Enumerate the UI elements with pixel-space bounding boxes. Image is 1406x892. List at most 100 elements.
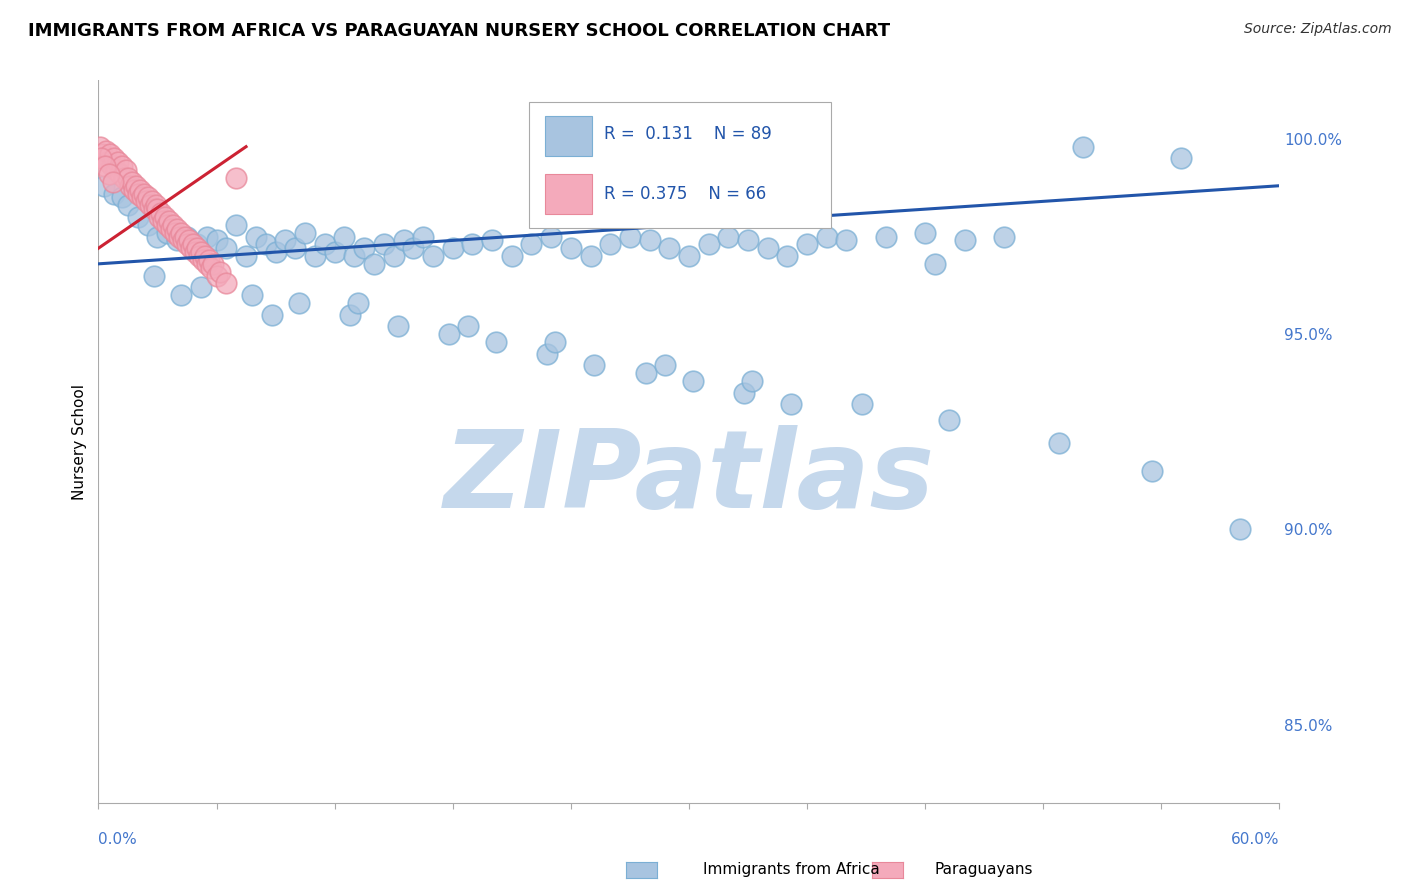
Point <box>1229 523 1251 537</box>
Point <box>141 194 163 209</box>
Point <box>294 226 316 240</box>
Point <box>145 198 167 212</box>
Point <box>170 226 193 240</box>
Point <box>150 206 173 220</box>
Point <box>599 237 621 252</box>
Point <box>560 241 582 255</box>
Point <box>264 245 287 260</box>
Point <box>90 152 112 166</box>
Point <box>135 194 157 209</box>
Point <box>191 252 214 267</box>
Point <box>733 385 755 400</box>
Point <box>461 237 484 252</box>
Point <box>121 175 143 189</box>
Point <box>304 249 326 263</box>
Point <box>181 237 204 252</box>
Point <box>402 241 425 255</box>
Point <box>914 226 936 240</box>
Point <box>225 218 247 232</box>
Point <box>536 346 558 360</box>
Point <box>156 218 179 232</box>
Point <box>176 229 198 244</box>
Point <box>187 249 209 263</box>
Point <box>98 147 121 161</box>
Point <box>91 147 114 161</box>
Point <box>177 234 200 248</box>
Point <box>127 210 149 224</box>
Point <box>682 374 704 388</box>
Point <box>1170 152 1192 166</box>
Point <box>501 249 523 263</box>
Point <box>1071 139 1094 153</box>
Point <box>387 319 409 334</box>
Point <box>142 268 165 283</box>
Point <box>156 226 179 240</box>
Point <box>93 178 115 193</box>
Text: Source: ZipAtlas.com: Source: ZipAtlas.com <box>1244 22 1392 37</box>
Point <box>274 234 297 248</box>
FancyBboxPatch shape <box>546 174 592 214</box>
Point <box>103 175 125 189</box>
Point <box>225 170 247 185</box>
Text: ZIPatlas: ZIPatlas <box>443 425 935 531</box>
Point <box>540 229 562 244</box>
Point <box>146 202 169 216</box>
Point <box>654 359 676 373</box>
Point <box>284 241 307 255</box>
Point <box>186 241 208 255</box>
Point <box>520 237 543 252</box>
Point <box>741 374 763 388</box>
Point <box>851 397 873 411</box>
Point <box>184 245 207 260</box>
Point <box>176 237 198 252</box>
Point <box>373 237 395 252</box>
Point <box>152 214 174 228</box>
Point <box>780 397 803 411</box>
Y-axis label: Nursery School: Nursery School <box>72 384 87 500</box>
Point <box>353 241 375 255</box>
Point <box>215 241 238 255</box>
Point <box>412 229 434 244</box>
Point <box>953 234 976 248</box>
Point <box>155 210 177 224</box>
Point <box>938 413 960 427</box>
Point <box>254 237 277 252</box>
Point <box>333 229 356 244</box>
Point <box>186 237 208 252</box>
Point <box>201 257 224 271</box>
Point <box>260 308 283 322</box>
Point <box>924 257 946 271</box>
Point <box>162 218 184 232</box>
Point <box>115 163 138 178</box>
Point <box>288 296 311 310</box>
Point <box>136 190 159 204</box>
Point <box>101 159 124 173</box>
Point <box>634 366 657 380</box>
Point <box>1047 436 1070 450</box>
Point <box>96 144 118 158</box>
Point <box>148 210 170 224</box>
Point <box>107 155 129 169</box>
Point <box>112 170 135 185</box>
Point <box>128 183 150 197</box>
Point <box>160 221 183 235</box>
Point <box>485 334 508 349</box>
FancyBboxPatch shape <box>546 116 592 156</box>
Point <box>146 229 169 244</box>
Point <box>583 359 606 373</box>
Point <box>457 319 479 334</box>
Point <box>215 277 238 291</box>
Point <box>132 186 155 201</box>
Point <box>94 159 117 173</box>
Text: Paraguayans: Paraguayans <box>935 863 1033 877</box>
Point <box>209 265 232 279</box>
Point <box>737 234 759 248</box>
Point <box>422 249 444 263</box>
Point <box>125 178 148 193</box>
Point <box>339 308 361 322</box>
Point <box>195 229 218 244</box>
Point <box>167 229 190 244</box>
Point <box>131 190 153 204</box>
Point <box>245 229 267 244</box>
Point <box>166 221 188 235</box>
